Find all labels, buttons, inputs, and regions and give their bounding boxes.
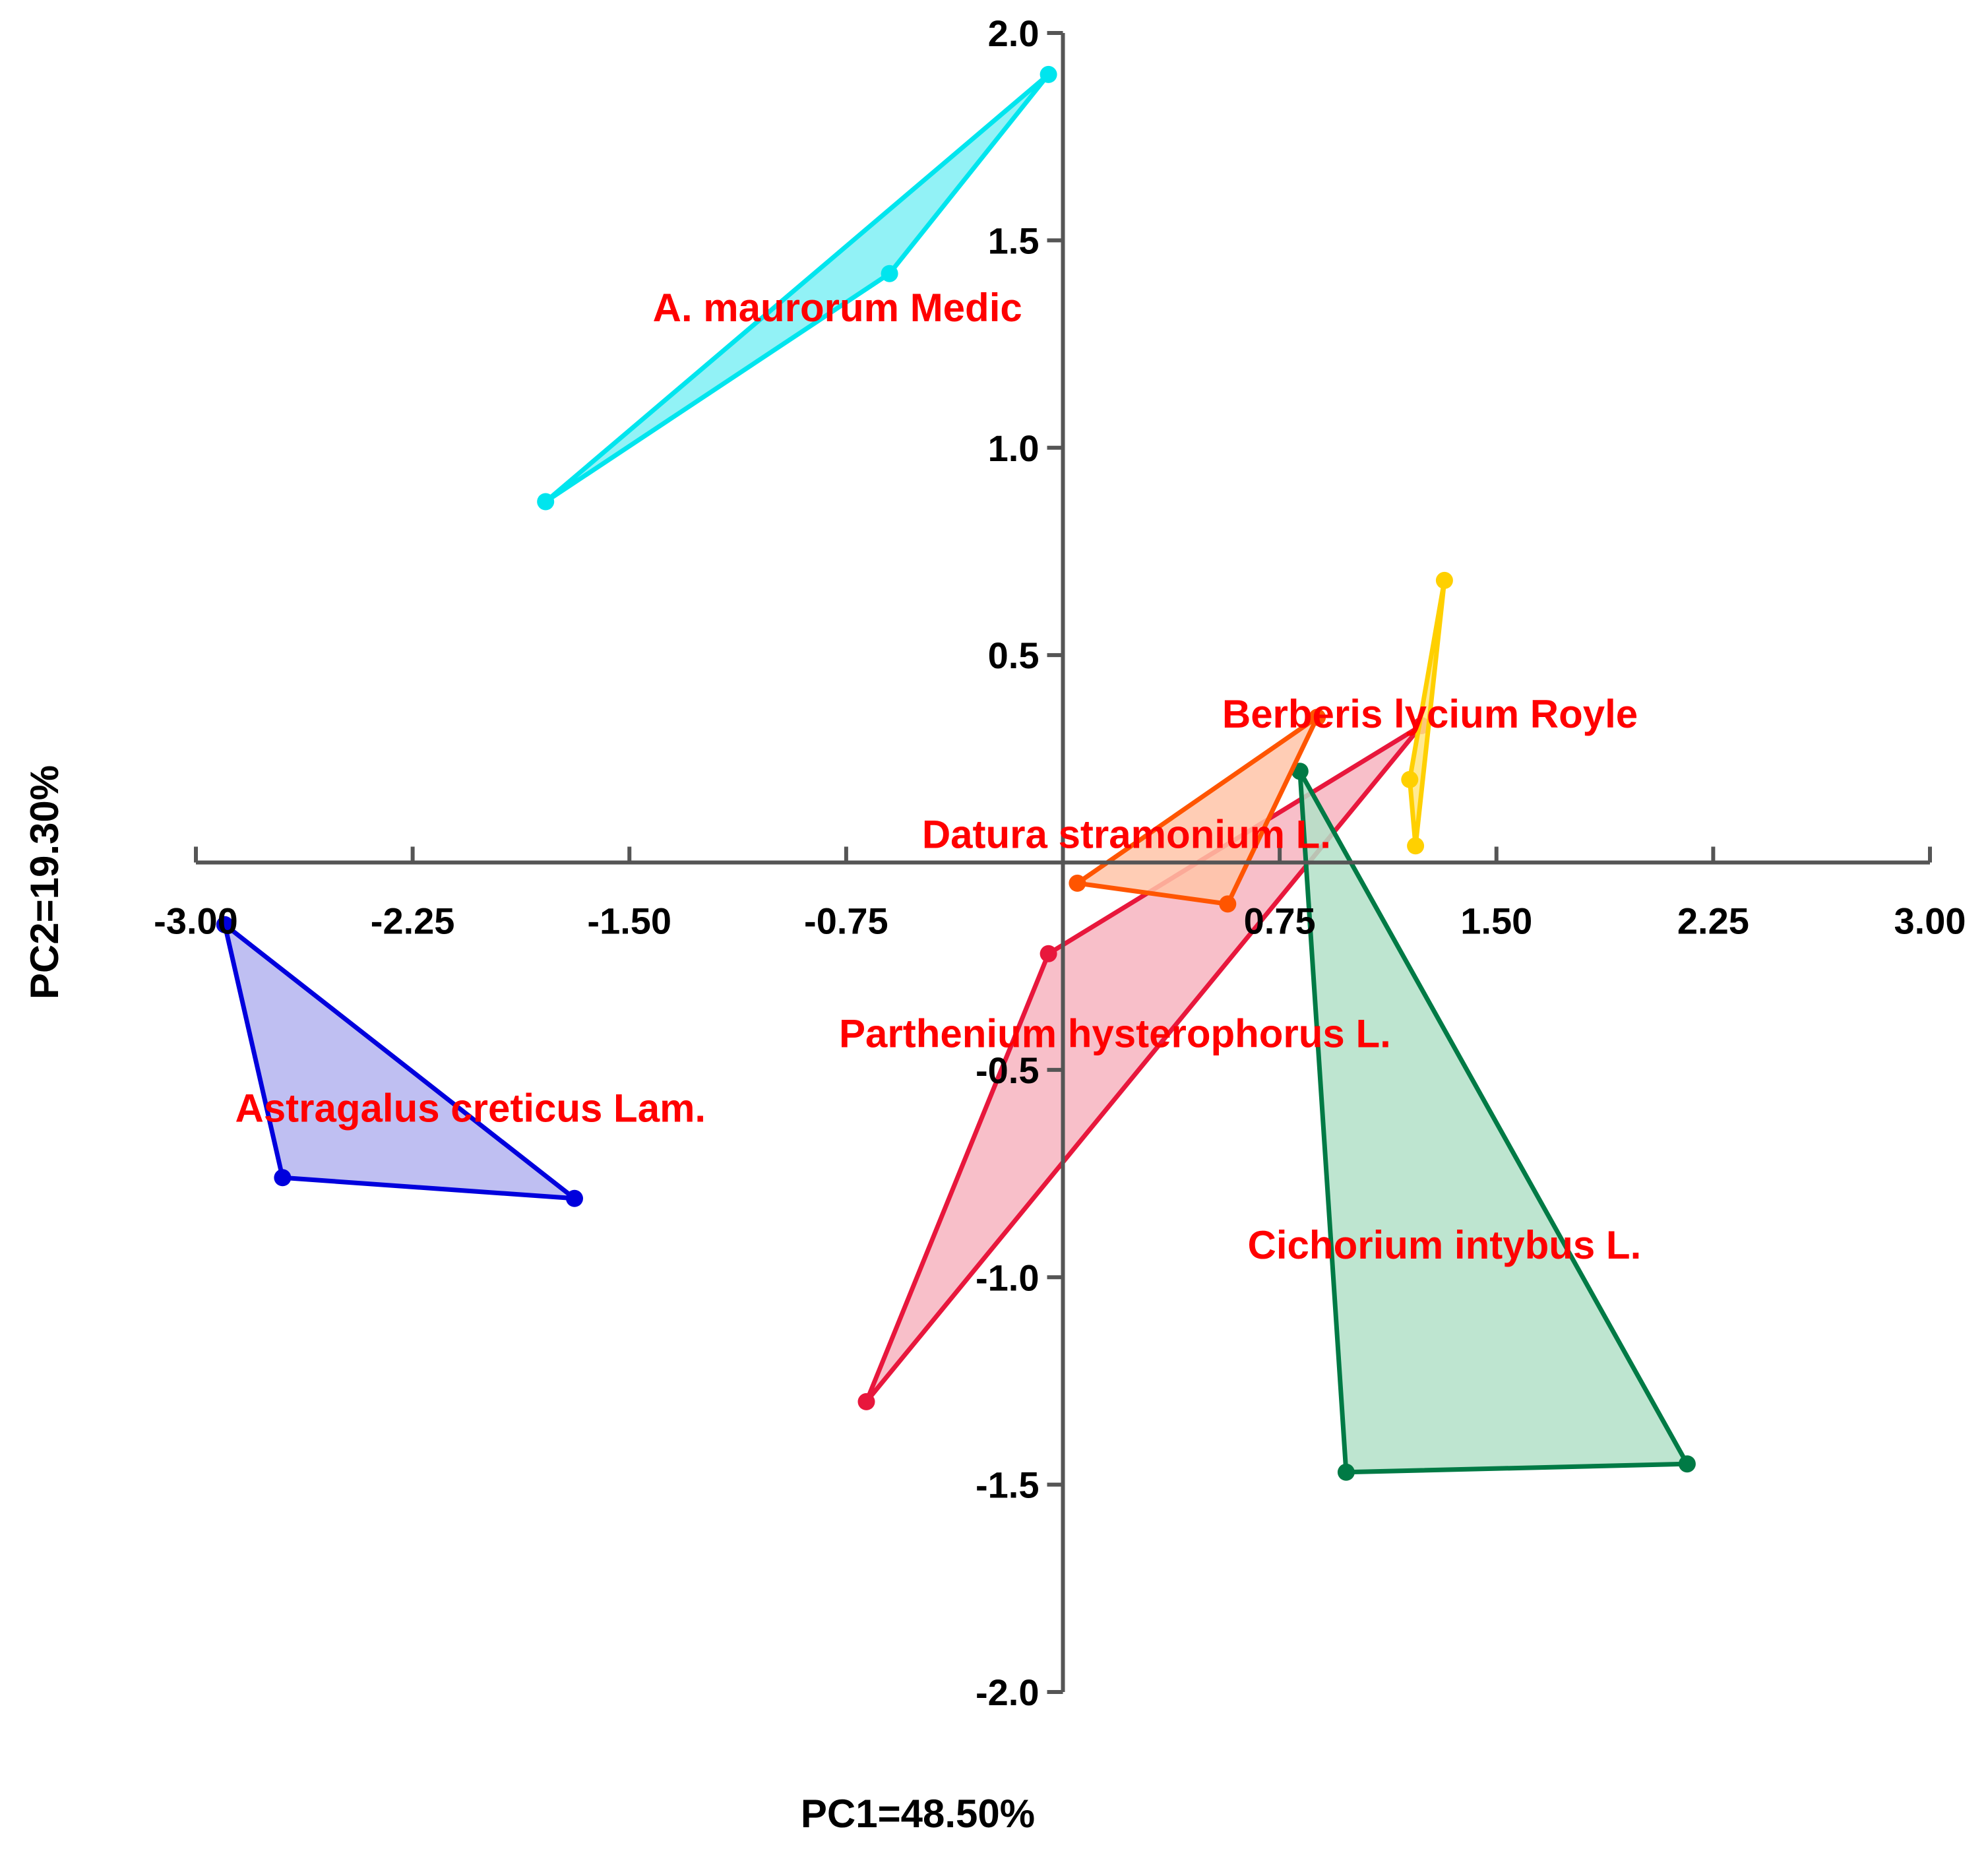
- label-cichorium-intybus-l: Cichorium intybus L.: [1248, 1223, 1642, 1267]
- y-tick-label: -0.5: [976, 1050, 1040, 1091]
- label-a-maurorum-medic: A. maurorum Medic: [653, 286, 1022, 330]
- point-a-maurorum-medic-1: [537, 493, 555, 511]
- point-parthenium-hysterophorus-l-2: [1040, 945, 1057, 962]
- label-datura-stramonium-l: Datura stramonium L.: [922, 813, 1331, 857]
- y-tick-label: 0.5: [988, 635, 1040, 676]
- y-tick-label: 1.5: [988, 220, 1040, 261]
- point-cichorium-intybus-l-2: [1337, 1463, 1355, 1481]
- point-cichorium-intybus-l-3: [1678, 1455, 1696, 1473]
- y-tick-label: -2.0: [976, 1672, 1040, 1713]
- point-berberis-lycium-royle-1: [1401, 770, 1419, 788]
- point-astragalus-creticus-lam-1: [216, 916, 233, 933]
- x-tick-label: -1.50: [587, 900, 671, 942]
- group-labels: A. maurorum Medic Astragalus creticus Lam…: [235, 286, 1641, 1267]
- point-datura-stramonium-l-1: [1069, 874, 1086, 892]
- x-axis-title: PC1=48.50%: [801, 1792, 1035, 1836]
- x-tick-label: 2.25: [1677, 900, 1749, 942]
- axes: -3.00 -2.25 -1.50 -0.75 0.75 1.50 2.25 3.00 2.0 1…: [154, 13, 1966, 1713]
- point-a-maurorum-medic-3: [881, 265, 898, 282]
- point-datura-stramonium-l-3: [1309, 708, 1326, 726]
- point-astragalus-creticus-lam-2: [274, 1169, 292, 1187]
- point-astragalus-creticus-lam-3: [566, 1189, 583, 1207]
- point-berberis-lycium-royle-3: [1407, 837, 1425, 855]
- x-tick-label: 3.00: [1894, 900, 1966, 942]
- point-a-maurorum-medic-2: [1040, 65, 1057, 83]
- hull-datura-stramonium-l: [1074, 714, 1320, 906]
- hull-a-maurorum-medic: [543, 72, 1051, 504]
- x-tick-label: 1.50: [1460, 900, 1532, 942]
- label-berberis-lycium-royle: Berberis lycium Royle: [1222, 692, 1638, 736]
- y-tick-label: -1.5: [976, 1464, 1040, 1506]
- point-datura-stramonium-l-2: [1219, 895, 1237, 913]
- hull-cichorium-intybus-l: [1297, 768, 1690, 1475]
- point-parthenium-hysterophorus-l-1: [857, 1393, 875, 1410]
- y-tick-label: 2.0: [988, 13, 1040, 54]
- x-tick-label: -2.25: [371, 900, 455, 942]
- y-axis-title: PC2=19.30%: [22, 765, 67, 999]
- y-tick-label: -1.0: [976, 1257, 1040, 1298]
- point-berberis-lycium-royle-2: [1435, 571, 1453, 589]
- x-tick-label: -0.75: [804, 900, 888, 942]
- x-tick-label: 0.75: [1244, 900, 1316, 942]
- group-hulls: [216, 65, 1696, 1481]
- label-astragalus-creticus-lam: Astragalus creticus Lam.: [235, 1086, 706, 1131]
- x-tick-label: -3.00: [154, 900, 238, 942]
- hull-berberis-lycium-royle: [1407, 578, 1447, 848]
- hull-astragalus-creticus-lam: [222, 922, 577, 1201]
- label-parthenium-hysterophorus-l: Parthenium hysterophorus L.: [839, 1011, 1391, 1055]
- y-tick-label: 1.0: [988, 427, 1040, 469]
